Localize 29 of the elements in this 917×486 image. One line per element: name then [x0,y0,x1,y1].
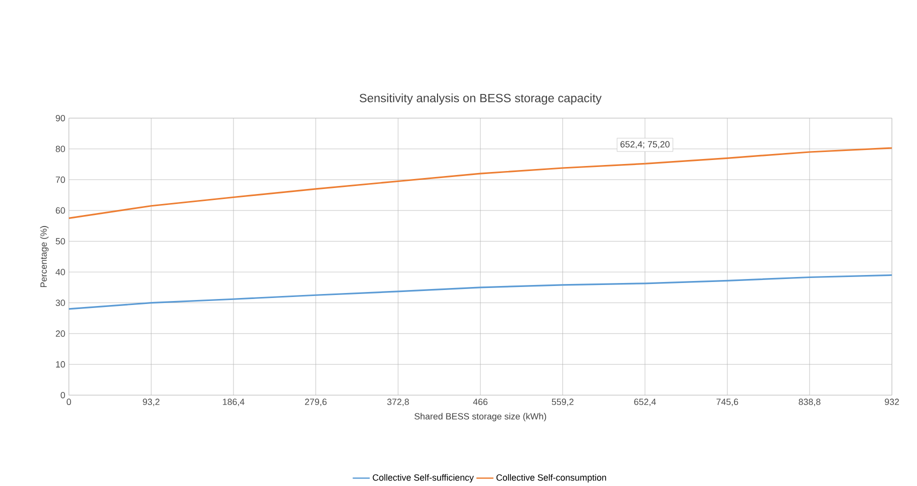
x-tick-label: 932 [884,398,899,405]
legend-label: Collective Self-consumption [496,474,606,482]
x-tick-label: 559,2 [552,398,574,406]
x-tick-label: 372,8 [387,398,409,406]
x-tick-label: 745,6 [716,398,738,406]
y-tick-label: 40 [56,268,66,276]
x-axis-title: Shared BESS storage size (kWh) [414,412,546,422]
y-tick-label: 10 [56,361,66,368]
y-tick-label: 0 [60,392,66,398]
y-tick-label: 60 [56,207,66,214]
line-series [68,147,893,219]
y-tick-label: 20 [56,330,66,337]
y-tick-label: 80 [56,146,66,152]
x-tick-label: 279,6 [305,398,327,406]
x-tick-label: 0 [66,398,72,405]
x-tick-label: 652,4 [634,398,656,406]
x-tick-label: 93,2 [142,398,160,406]
line-series [68,274,893,310]
x-tick-label: 466 [473,398,488,405]
y-axis-title: Percentage (%) [40,226,49,288]
x-tick-label: 838,8 [798,398,820,406]
annotation: 652,4; 75,20 [620,141,670,148]
y-tick-label: 30 [56,300,66,306]
y-tick-label: 90 [56,114,66,122]
x-tick-label: 186,4 [222,398,244,406]
y-tick-label: 70 [56,176,66,183]
y-tick-label: 50 [56,238,66,244]
chart-title: Sensitivity analysis on BESS storage capacity [360,93,602,105]
legend-label: Collective Self-sufficiency [372,474,474,482]
